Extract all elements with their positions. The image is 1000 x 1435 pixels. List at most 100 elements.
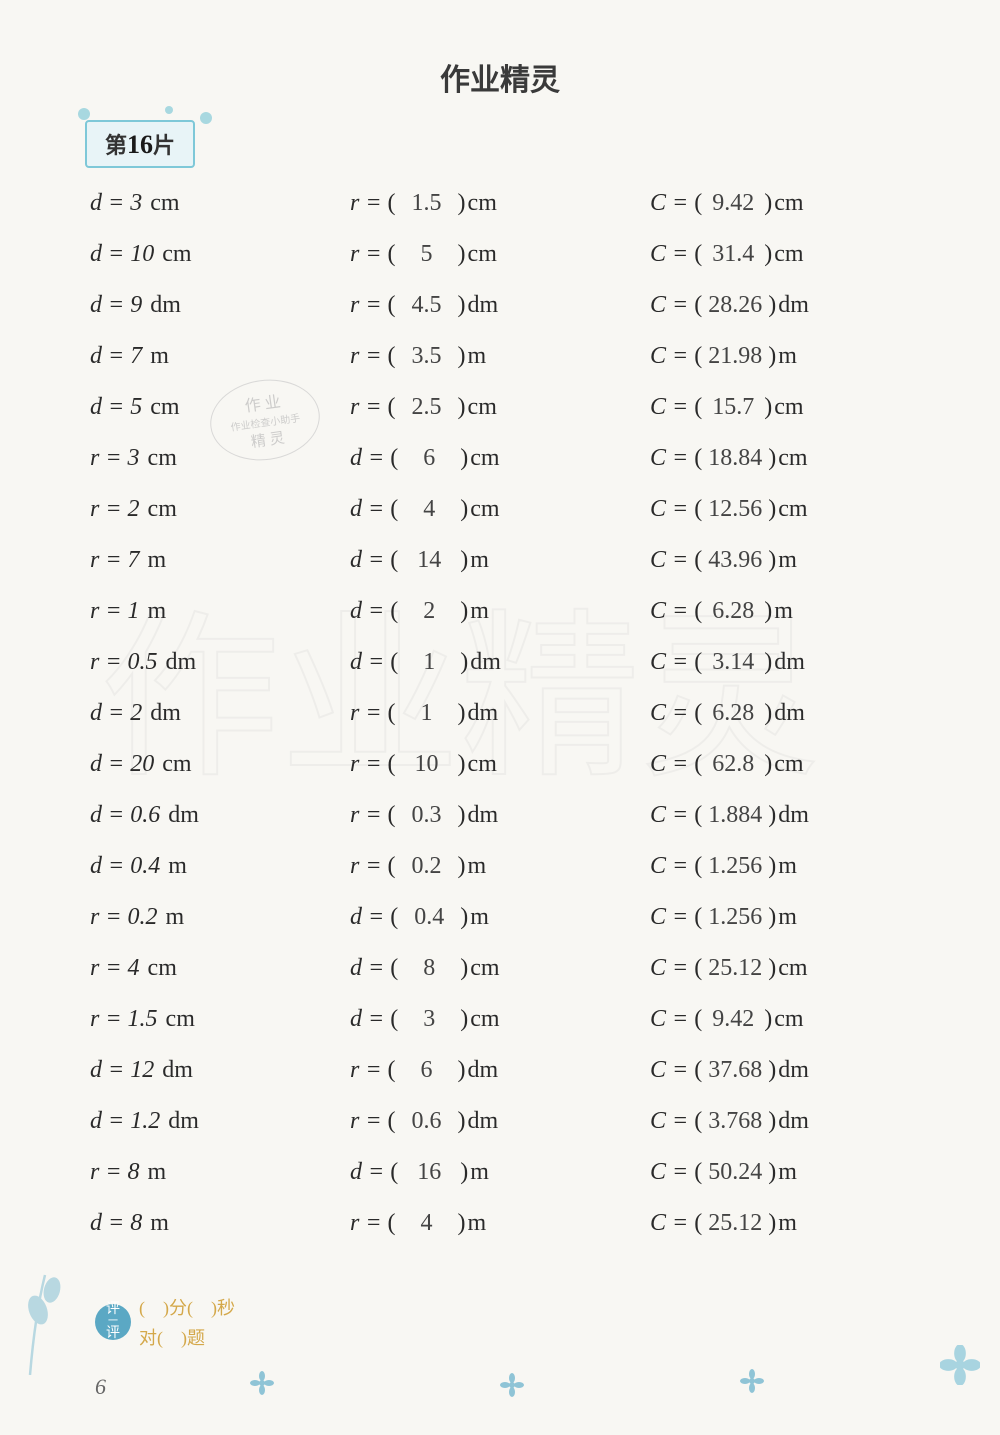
problem-row: d = 10 cmr = ( 5 )cmC = ( 31.4 )cm <box>90 241 940 292</box>
problem-row: r = 1 md = ( 2 )mC = ( 6.28 )m <box>90 598 940 649</box>
footer-evaluation: 评 一 评 ( )分( )秒 对( )题 <box>95 1294 235 1350</box>
circumference-answer: C = ( 43.96 )m <box>650 547 940 574</box>
problems-container: d = 3 cmr = ( 1.5 )cmC = ( 9.42 )cmd = 1… <box>90 190 940 1261</box>
problem-row: r = 0.2 md = ( 0.4 )mC = ( 1.256 )m <box>90 904 940 955</box>
circumference-answer: C = ( 1.884 )dm <box>650 802 940 829</box>
middle-answer: r = ( 4 )m <box>350 1210 650 1237</box>
given-value: d = 3 cm <box>90 190 350 217</box>
given-value: d = 12 dm <box>90 1057 350 1084</box>
eval-correct-text: 对( )题 <box>139 1324 235 1350</box>
eval-char: 评 <box>106 1327 120 1341</box>
given-value: r = 0.2 m <box>90 904 350 931</box>
middle-answer: d = ( 1 )dm <box>350 649 650 676</box>
problem-row: d = 0.6 dmr = ( 0.3 )dmC = ( 1.884 )dm <box>90 802 940 853</box>
circumference-answer: C = ( 15.7 )cm <box>650 394 940 421</box>
problem-row: r = 7 md = ( 14 )mC = ( 43.96 )m <box>90 547 940 598</box>
given-value: d = 0.6 dm <box>90 802 350 829</box>
problem-row: r = 3 cmd = ( 6 )cmC = ( 18.84 )cm <box>90 445 940 496</box>
middle-answer: d = ( 8 )cm <box>350 955 650 982</box>
given-value: r = 2 cm <box>90 496 350 523</box>
given-value: d = 20 cm <box>90 751 350 778</box>
middle-answer: r = ( 0.6 )dm <box>350 1108 650 1135</box>
given-value: d = 2 dm <box>90 700 350 727</box>
middle-answer: r = ( 3.5 )m <box>350 343 650 370</box>
circumference-answer: C = ( 9.42 )cm <box>650 1006 940 1033</box>
section-suffix: 片 <box>153 133 175 158</box>
middle-answer: d = ( 14 )m <box>350 547 650 574</box>
section-number: 16 <box>127 130 153 159</box>
circumference-answer: C = ( 1.256 )m <box>650 853 940 880</box>
problem-row: r = 0.5 dmd = ( 1 )dmC = ( 3.14 )dm <box>90 649 940 700</box>
middle-answer: d = ( 6 )cm <box>350 445 650 472</box>
given-value: d = 7 m <box>90 343 350 370</box>
problem-row: d = 0.4 mr = ( 0.2 )mC = ( 1.256 )m <box>90 853 940 904</box>
circumference-answer: C = ( 37.68 )dm <box>650 1057 940 1084</box>
given-value: r = 1.5 cm <box>90 1006 350 1033</box>
circumference-answer: C = ( 62.8 )cm <box>650 751 940 778</box>
badge-decoration <box>200 112 212 124</box>
given-value: r = 1 m <box>90 598 350 625</box>
leaf-decoration <box>10 1255 90 1375</box>
middle-answer: r = ( 2.5 )cm <box>350 394 650 421</box>
given-value: d = 0.4 m <box>90 853 350 880</box>
problem-row: d = 3 cmr = ( 1.5 )cmC = ( 9.42 )cm <box>90 190 940 241</box>
middle-answer: r = ( 0.3 )dm <box>350 802 650 829</box>
circumference-answer: C = ( 3.768 )dm <box>650 1108 940 1135</box>
circumference-answer: C = ( 9.42 )cm <box>650 190 940 217</box>
middle-answer: r = ( 0.2 )m <box>350 853 650 880</box>
given-value: d = 5 cm <box>90 394 350 421</box>
problem-row: d = 20 cmr = ( 10 )cmC = ( 62.8 )cm <box>90 751 940 802</box>
flower-decoration-icon <box>740 1369 764 1393</box>
page-number: 6 <box>95 1374 106 1400</box>
given-value: d = 9 dm <box>90 292 350 319</box>
problem-row: d = 5 cmr = ( 2.5 )cmC = ( 15.7 )cm <box>90 394 940 445</box>
middle-answer: d = ( 3 )cm <box>350 1006 650 1033</box>
middle-answer: d = ( 0.4 )m <box>350 904 650 931</box>
given-value: r = 8 m <box>90 1159 350 1186</box>
problem-row: r = 2 cmd = ( 4 )cmC = ( 12.56 )cm <box>90 496 940 547</box>
eval-char: 评 <box>106 1303 120 1317</box>
problem-row: r = 4 cmd = ( 8 )cmC = ( 25.12 )cm <box>90 955 940 1006</box>
circumference-answer: C = ( 25.12 )cm <box>650 955 940 982</box>
circumference-answer: C = ( 6.28 )m <box>650 598 940 625</box>
given-value: r = 0.5 dm <box>90 649 350 676</box>
eval-badge-icon: 评 一 评 <box>95 1304 131 1340</box>
circumference-answer: C = ( 12.56 )cm <box>650 496 940 523</box>
circumference-answer: C = ( 25.12 )m <box>650 1210 940 1237</box>
given-value: d = 10 cm <box>90 241 350 268</box>
problem-row: d = 7 mr = ( 3.5 )mC = ( 21.98 )m <box>90 343 940 394</box>
middle-answer: d = ( 4 )cm <box>350 496 650 523</box>
flower-decoration-icon <box>940 1345 980 1385</box>
middle-answer: r = ( 5 )cm <box>350 241 650 268</box>
circumference-answer: C = ( 50.24 )m <box>650 1159 940 1186</box>
header-title: 作业精灵 <box>440 55 560 99</box>
section-prefix: 第 <box>105 133 127 158</box>
circumference-answer: C = ( 21.98 )m <box>650 343 940 370</box>
middle-answer: r = ( 10 )cm <box>350 751 650 778</box>
problem-row: d = 12 dmr = ( 6 )dmC = ( 37.68 )dm <box>90 1057 940 1108</box>
middle-answer: r = ( 4.5 )dm <box>350 292 650 319</box>
circumference-answer: C = ( 18.84 )cm <box>650 445 940 472</box>
problem-row: d = 9 dmr = ( 4.5 )dmC = ( 28.26 )dm <box>90 292 940 343</box>
given-value: r = 3 cm <box>90 445 350 472</box>
middle-answer: r = ( 1 )dm <box>350 700 650 727</box>
middle-answer: d = ( 2 )m <box>350 598 650 625</box>
circumference-answer: C = ( 3.14 )dm <box>650 649 940 676</box>
eval-time-text: ( )分( )秒 <box>139 1294 235 1320</box>
circumference-answer: C = ( 31.4 )cm <box>650 241 940 268</box>
middle-answer: r = ( 1.5 )cm <box>350 190 650 217</box>
problem-row: r = 1.5 cmd = ( 3 )cmC = ( 9.42 )cm <box>90 1006 940 1057</box>
section-badge: 第16片 <box>85 120 195 168</box>
problem-row: d = 1.2 dmr = ( 0.6 )dmC = ( 3.768 )dm <box>90 1108 940 1159</box>
given-value: r = 7 m <box>90 547 350 574</box>
flower-decoration-icon <box>250 1371 274 1395</box>
middle-answer: d = ( 16 )m <box>350 1159 650 1186</box>
flower-decoration-icon <box>500 1373 524 1397</box>
problem-row: d = 8 mr = ( 4 )mC = ( 25.12 )m <box>90 1210 940 1261</box>
given-value: d = 1.2 dm <box>90 1108 350 1135</box>
problem-row: d = 2 dmr = ( 1 )dmC = ( 6.28 )dm <box>90 700 940 751</box>
circumference-answer: C = ( 1.256 )m <box>650 904 940 931</box>
problem-row: r = 8 md = ( 16 )mC = ( 50.24 )m <box>90 1159 940 1210</box>
given-value: r = 4 cm <box>90 955 350 982</box>
badge-decoration <box>165 106 173 114</box>
